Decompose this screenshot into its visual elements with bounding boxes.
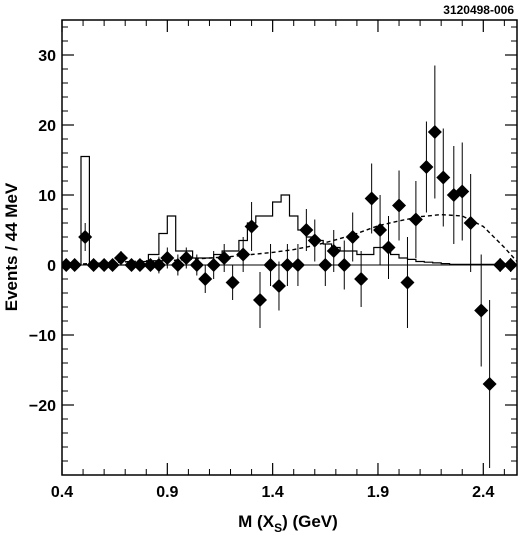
data-point (271, 279, 286, 293)
data-point (392, 198, 407, 213)
data-point (436, 170, 451, 185)
data-point (455, 184, 470, 199)
x-tick-label: 1.9 (367, 484, 389, 501)
x-tick-label: 0.9 (156, 484, 178, 501)
x-tick-label: 0.4 (51, 484, 73, 501)
plot-area (62, 65, 517, 468)
y-tick-label: −20 (29, 398, 56, 415)
plot-frame (61, 19, 518, 476)
data-point (493, 258, 508, 272)
y-tick-label: −10 (29, 328, 56, 345)
data-point (225, 275, 240, 290)
x-axis-label: M (XS) (GeV) (238, 512, 338, 534)
figure-id: 3120498-006 (443, 3, 514, 17)
data-point (463, 216, 478, 230)
data-point (419, 160, 434, 174)
data-point (105, 258, 120, 272)
data-point (345, 230, 360, 244)
data-point (78, 230, 93, 244)
data-point (373, 223, 388, 237)
data-point (189, 258, 204, 272)
data-point (299, 223, 314, 237)
y-tick-label: 0 (47, 258, 56, 275)
data-point (124, 258, 139, 272)
data-point (253, 293, 268, 307)
data-point (280, 258, 295, 272)
data-point (179, 251, 194, 265)
data-point (307, 233, 322, 248)
data-point (170, 258, 185, 272)
data-point (474, 303, 489, 318)
data-point (198, 272, 213, 286)
data-point (67, 258, 82, 272)
solid-histogram (62, 155, 517, 266)
dashed-curve (62, 213, 517, 266)
data-point (354, 272, 369, 286)
data-point (482, 377, 497, 391)
axis-ticks: 0.4 0.9 1.4 1.9 2.4 −20 −10 0 10 20 30 (29, 20, 517, 501)
data-point (326, 244, 341, 258)
data-point (206, 258, 221, 272)
x-axis-label-sub: S (274, 521, 282, 534)
data-point (318, 258, 333, 272)
data-point (86, 258, 101, 272)
x-axis-label-main: M (X (238, 512, 275, 531)
data-point (364, 191, 379, 206)
data-point (113, 251, 128, 265)
data-point (427, 125, 442, 139)
data-point (337, 258, 352, 272)
y-axis-label: Events / 44 MeV (2, 182, 21, 311)
data-point (132, 258, 147, 272)
data-point (381, 240, 396, 255)
y-tick-label: 20 (38, 118, 56, 135)
data-point (236, 247, 251, 262)
y-tick-label: 10 (38, 188, 56, 205)
data-point (263, 258, 278, 272)
data-point (290, 258, 305, 272)
data-point (160, 251, 175, 265)
data-point (400, 275, 415, 290)
x-axis-label-tail: ) (GeV) (282, 512, 338, 531)
data-point (217, 251, 232, 265)
data-point (143, 258, 158, 272)
x-tick-label: 2.4 (472, 484, 494, 501)
y-tick-label: 30 (38, 48, 56, 65)
data-point (151, 258, 166, 272)
data-point (97, 258, 112, 272)
x-tick-label: 1.4 (262, 484, 284, 501)
data-point (408, 212, 423, 227)
data-point (244, 219, 259, 234)
